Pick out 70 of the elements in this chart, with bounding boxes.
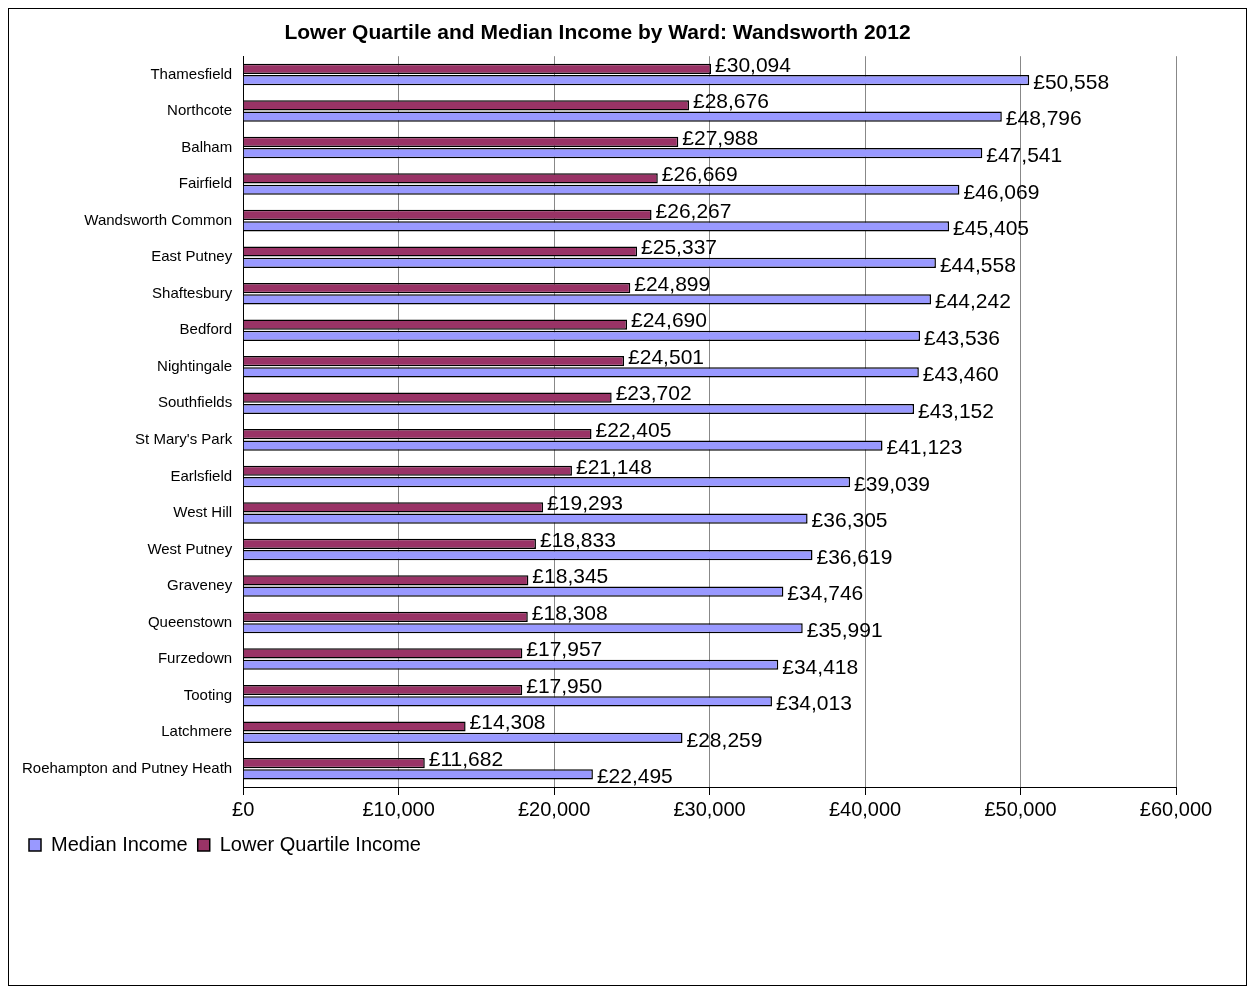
data-label: £47,541	[986, 143, 1063, 167]
data-label: £18,308	[531, 600, 608, 624]
y-tick-label: Roehampton and Putney Heath	[21, 758, 233, 776]
data-label: £43,536	[924, 325, 1000, 349]
data-label: £41,123	[886, 435, 963, 459]
x-tick-label: £10,000	[362, 797, 435, 820]
x-tick-label: £20,000	[517, 797, 591, 820]
data-label: £36,305	[811, 508, 888, 532]
data-label: £44,242	[935, 289, 1011, 313]
y-tick-label: Fairfield	[178, 174, 233, 192]
y-tick-label: Wandsworth Common	[84, 210, 233, 228]
y-tick-label: Earlsfield	[170, 466, 233, 484]
x-tick-label: £0	[232, 797, 255, 820]
legend-label: Lower Quartile Income	[219, 832, 421, 855]
data-label: £48,796	[1005, 106, 1082, 130]
y-tick-label: Southfields	[157, 393, 233, 411]
y-tick-label: St Mary's Park	[135, 430, 233, 448]
y-tick-label: Nightingale	[157, 356, 233, 374]
data-label: £11,682	[428, 746, 504, 770]
y-tick-label: East Putney	[151, 247, 233, 265]
data-label: £46,069	[963, 179, 1040, 203]
data-label: £28,676	[692, 89, 769, 113]
y-tick-label: Bedford	[179, 320, 233, 338]
y-tick-label: Latchmere	[161, 722, 233, 740]
data-label: £18,345	[532, 564, 609, 588]
data-label: £43,152	[918, 398, 994, 422]
y-tick-label: Northcote	[167, 101, 233, 119]
data-label: £27,988	[682, 125, 759, 149]
data-label: £44,558	[939, 252, 1016, 276]
data-label: £45,405	[953, 216, 1030, 240]
y-tick-label: West Hill	[173, 503, 233, 521]
data-label: £24,690	[631, 308, 707, 332]
data-label: £36,619	[816, 544, 893, 568]
y-tick-label: Tooting	[183, 685, 233, 703]
data-label: £18,833	[539, 527, 616, 551]
data-label: £17,957	[526, 637, 603, 661]
legend-label: Median Income	[51, 832, 188, 855]
data-label: £50,558	[1033, 69, 1110, 93]
data-label: £43,460	[922, 362, 999, 386]
data-label: £22,405	[595, 418, 672, 441]
y-tick-label: Shaftesbury	[152, 283, 233, 301]
data-label: £35,991	[806, 618, 883, 642]
data-label: £17,950	[526, 673, 603, 697]
data-label: £34,746	[787, 581, 864, 605]
x-tick-label: £40,000	[828, 797, 902, 820]
data-label: £26,267	[655, 198, 732, 222]
y-tick-label: Thamesfield	[150, 64, 233, 82]
data-label: £28,259	[686, 727, 763, 751]
y-tick-label: West Putney	[147, 539, 233, 557]
data-label: £39,039	[854, 471, 931, 495]
data-label: £30,094	[715, 52, 792, 76]
data-label: £22,495	[596, 764, 673, 788]
data-label: £24,501	[628, 344, 704, 368]
data-label: £24,899	[634, 271, 711, 295]
x-tick-label: £30,000	[673, 797, 746, 820]
data-label: £25,337	[641, 235, 717, 259]
y-tick-label: Balham	[181, 137, 233, 155]
x-tick-label: £60,000	[1139, 797, 1213, 820]
data-label: £34,418	[782, 654, 859, 678]
data-label: £26,669	[661, 162, 738, 186]
data-label: £14,308	[469, 710, 546, 734]
y-tick-label: Graveney	[167, 576, 233, 594]
y-tick-label: Queenstown	[147, 612, 233, 630]
data-label: £19,293	[547, 491, 624, 515]
y-tick-label: Furzedown	[157, 649, 233, 667]
data-label: £21,148	[575, 454, 652, 478]
data-label: £23,702	[615, 381, 692, 405]
data-label: £34,013	[775, 691, 852, 715]
x-tick-label: £50,000	[984, 797, 1057, 820]
chart-title: Lower Quartile and Median Income by Ward: Wandsworth 2012	[284, 20, 911, 44]
